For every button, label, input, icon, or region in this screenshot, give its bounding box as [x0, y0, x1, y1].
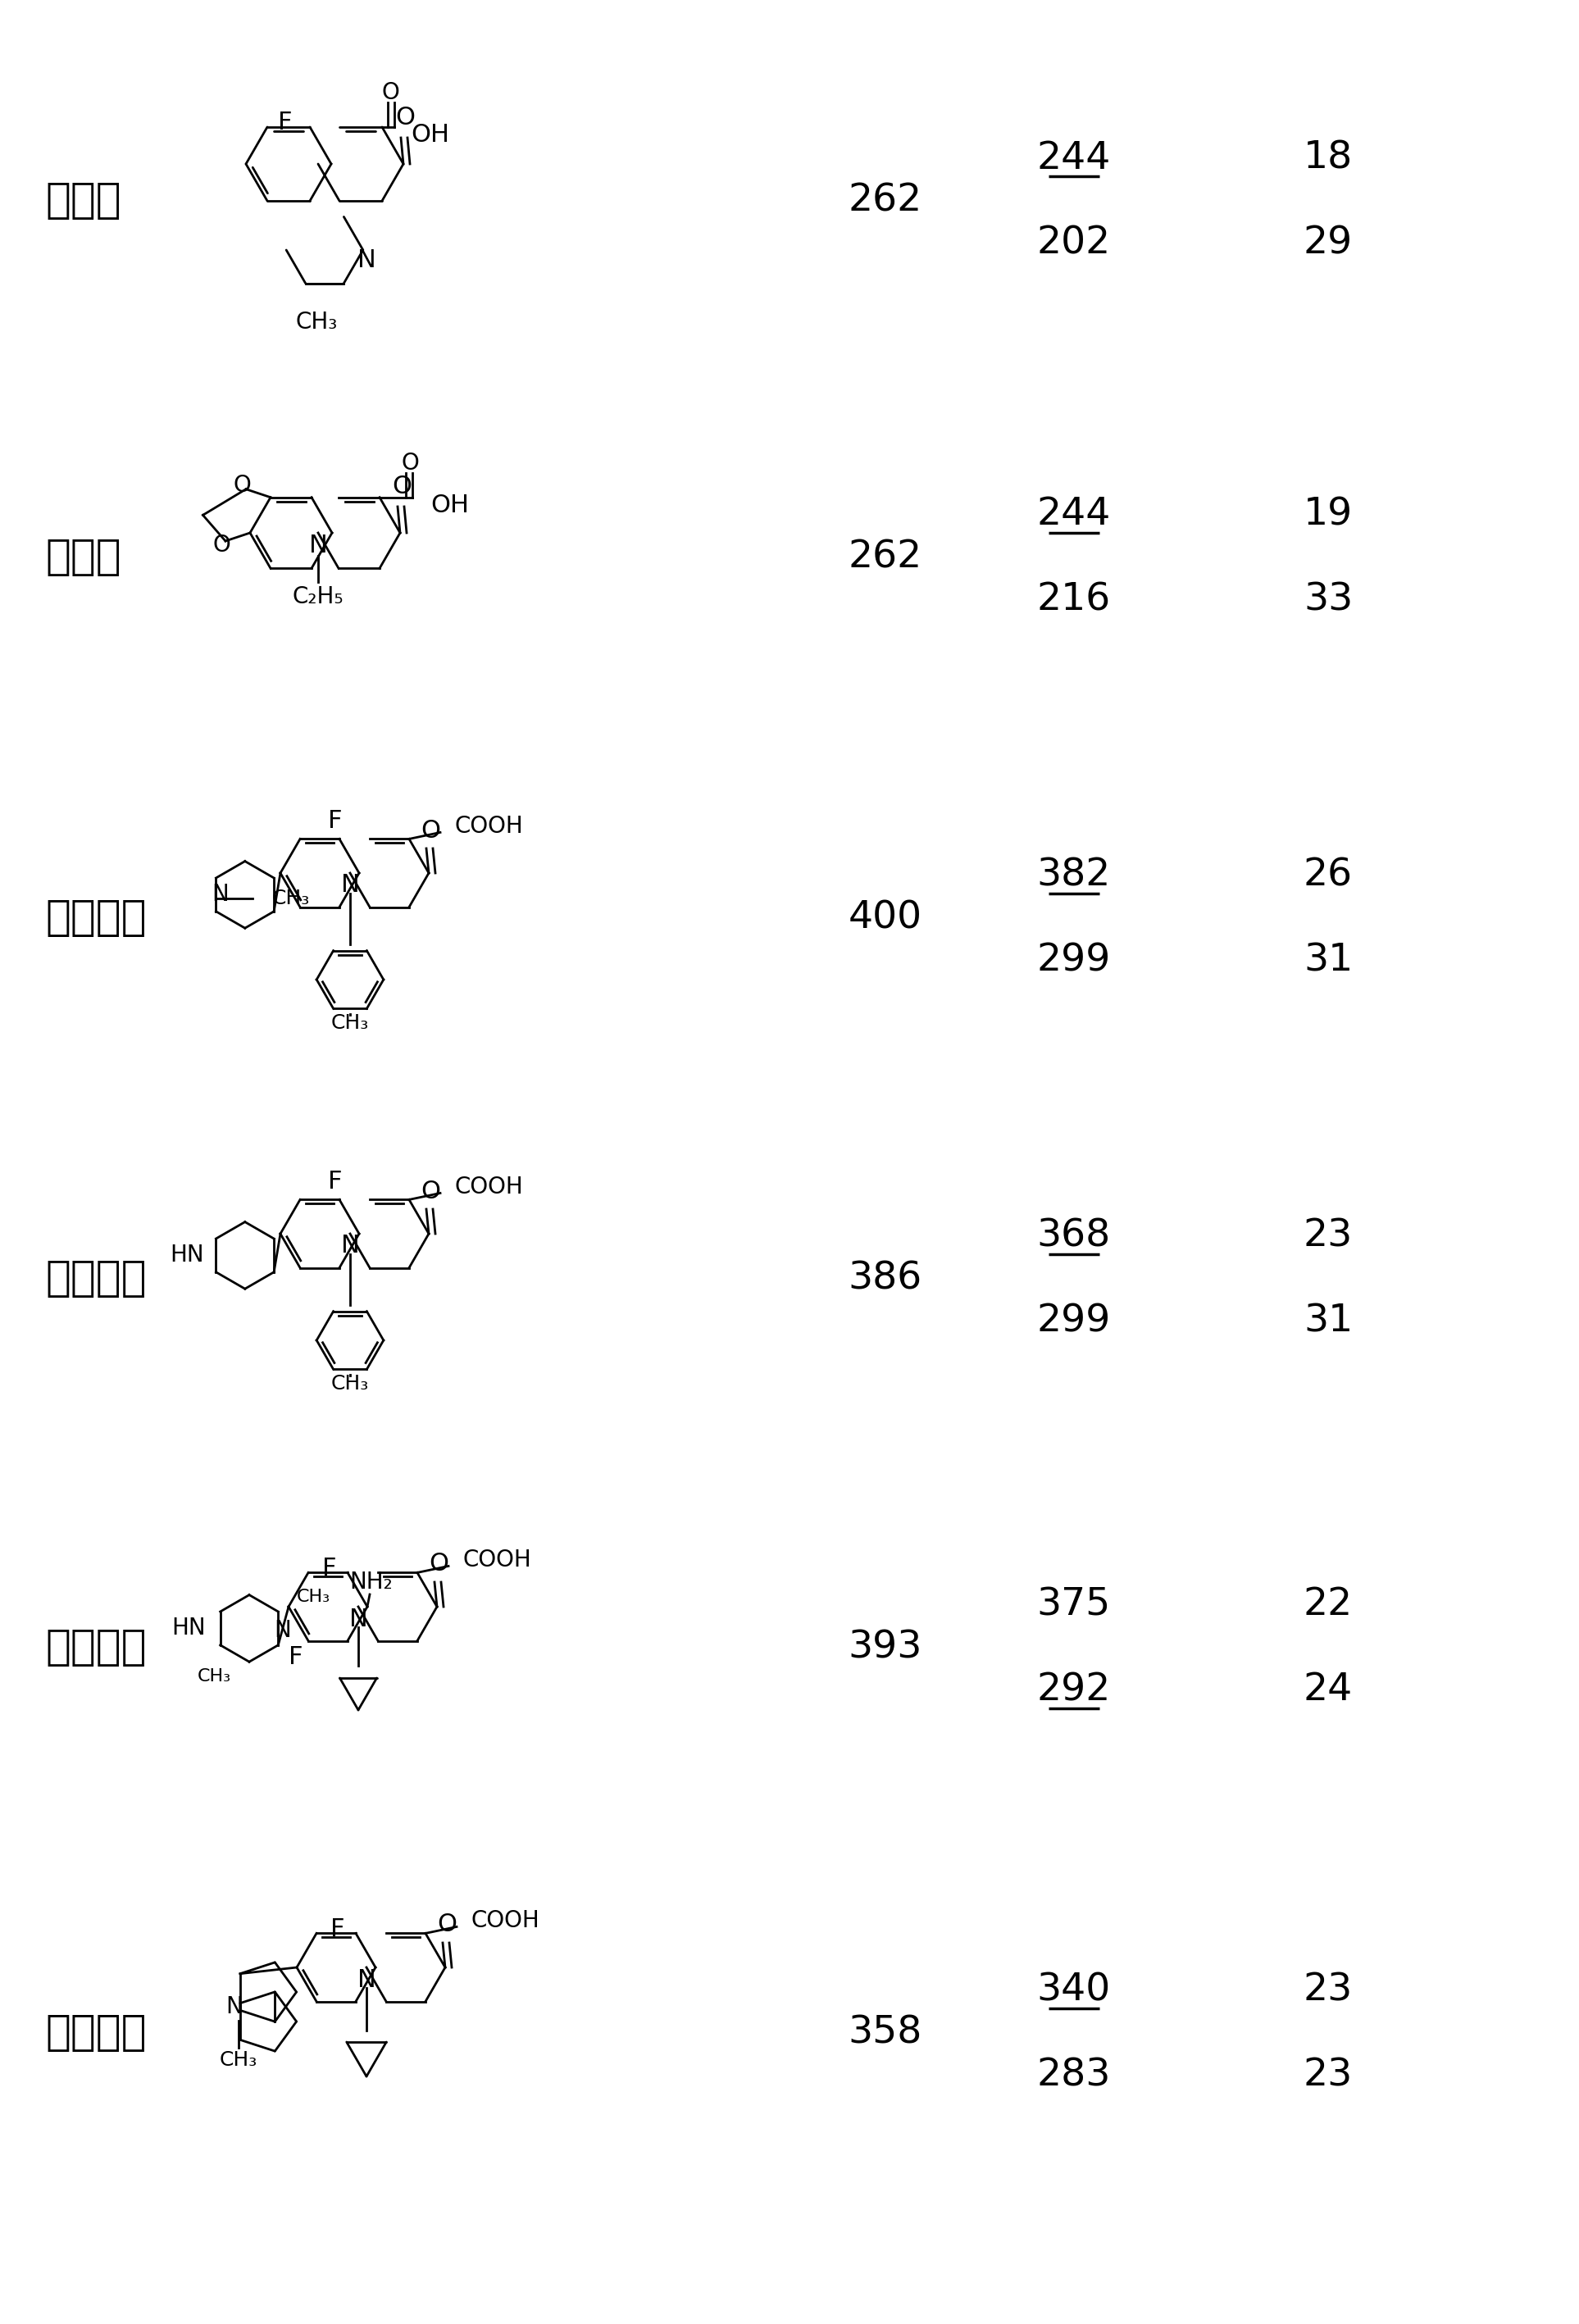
Text: 262: 262 — [848, 181, 922, 218]
Text: O: O — [401, 451, 418, 474]
Text: N: N — [341, 1234, 360, 1257]
Text: NH₂: NH₂ — [351, 1571, 393, 1594]
Text: N: N — [349, 1608, 368, 1631]
Text: N: N — [358, 249, 376, 272]
Text: F: F — [328, 1169, 343, 1195]
Text: 299: 299 — [1037, 941, 1112, 978]
Text: O: O — [395, 107, 415, 130]
Text: O: O — [381, 81, 399, 105]
Text: 双氟沙星: 双氟沙星 — [46, 897, 147, 939]
Text: 沙拉沙星: 沙拉沙星 — [46, 1257, 147, 1299]
Text: CH₃: CH₃ — [295, 311, 338, 335]
Text: C₂H₅: C₂H₅ — [292, 586, 344, 609]
Text: 382: 382 — [1037, 858, 1112, 895]
Text: COOH: COOH — [455, 816, 523, 839]
Text: 恶咗酸: 恶咗酸 — [46, 537, 122, 579]
Text: CH₃: CH₃ — [332, 1373, 369, 1394]
Text: O: O — [420, 818, 441, 841]
Text: F: F — [328, 809, 343, 832]
Text: O: O — [437, 1913, 456, 1936]
Text: O: O — [213, 535, 231, 558]
Text: O: O — [420, 1178, 441, 1204]
Text: 18: 18 — [1303, 139, 1353, 177]
Text: 19: 19 — [1303, 497, 1353, 532]
Text: 340: 340 — [1037, 1973, 1112, 2008]
Text: N: N — [226, 1996, 243, 2017]
Text: CH₃: CH₃ — [297, 1590, 330, 1606]
Text: 31: 31 — [1303, 941, 1353, 978]
Text: 24: 24 — [1303, 1671, 1353, 1708]
Text: N: N — [341, 874, 360, 897]
Text: N: N — [212, 883, 229, 906]
Text: 丹诺沙星: 丹诺沙星 — [46, 2013, 147, 2054]
Text: OH: OH — [431, 493, 469, 518]
Text: 292: 292 — [1037, 1671, 1112, 1708]
Text: HN: HN — [172, 1618, 205, 1638]
Text: COOH: COOH — [471, 1910, 540, 1934]
Text: 358: 358 — [848, 2015, 922, 2052]
Text: 375: 375 — [1037, 1587, 1112, 1624]
Text: CH₃: CH₃ — [332, 1013, 369, 1032]
Text: N: N — [273, 1620, 291, 1641]
Text: O: O — [429, 1552, 448, 1576]
Text: CH₃: CH₃ — [272, 888, 309, 909]
Text: 23: 23 — [1303, 2057, 1353, 2094]
Text: HN: HN — [169, 1243, 204, 1267]
Text: 283: 283 — [1037, 2057, 1112, 2094]
Text: 202: 202 — [1037, 225, 1112, 263]
Text: 368: 368 — [1037, 1218, 1112, 1255]
Text: 22: 22 — [1303, 1587, 1353, 1624]
Text: 31: 31 — [1303, 1304, 1353, 1341]
Text: CH₃: CH₃ — [219, 2050, 257, 2071]
Text: 244: 244 — [1037, 497, 1112, 532]
Text: 393: 393 — [848, 1629, 922, 1666]
Text: 氟甲咗: 氟甲咗 — [46, 181, 122, 221]
Text: 216: 216 — [1037, 581, 1112, 618]
Text: COOH: COOH — [463, 1548, 531, 1571]
Text: 400: 400 — [848, 899, 922, 937]
Text: O: O — [392, 474, 412, 500]
Text: F: F — [289, 1645, 303, 1669]
Text: 244: 244 — [1037, 139, 1112, 177]
Text: 262: 262 — [848, 539, 922, 576]
Text: N: N — [357, 1968, 376, 1992]
Text: 26: 26 — [1304, 858, 1353, 895]
Text: 299: 299 — [1037, 1304, 1112, 1341]
Text: N: N — [309, 532, 327, 558]
Text: OH: OH — [411, 123, 450, 146]
Text: 23: 23 — [1303, 1218, 1353, 1255]
Text: F: F — [322, 1557, 336, 1580]
Text: F: F — [330, 1917, 344, 1941]
Text: 23: 23 — [1303, 1973, 1353, 2008]
Text: 29: 29 — [1303, 225, 1353, 263]
Text: 386: 386 — [848, 1260, 922, 1297]
Text: COOH: COOH — [455, 1176, 523, 1199]
Text: 司帕沙星: 司帕沙星 — [46, 1627, 147, 1669]
Text: O: O — [234, 474, 251, 497]
Text: 33: 33 — [1303, 581, 1353, 618]
Text: F: F — [278, 112, 292, 135]
Text: CH₃: CH₃ — [197, 1669, 231, 1685]
